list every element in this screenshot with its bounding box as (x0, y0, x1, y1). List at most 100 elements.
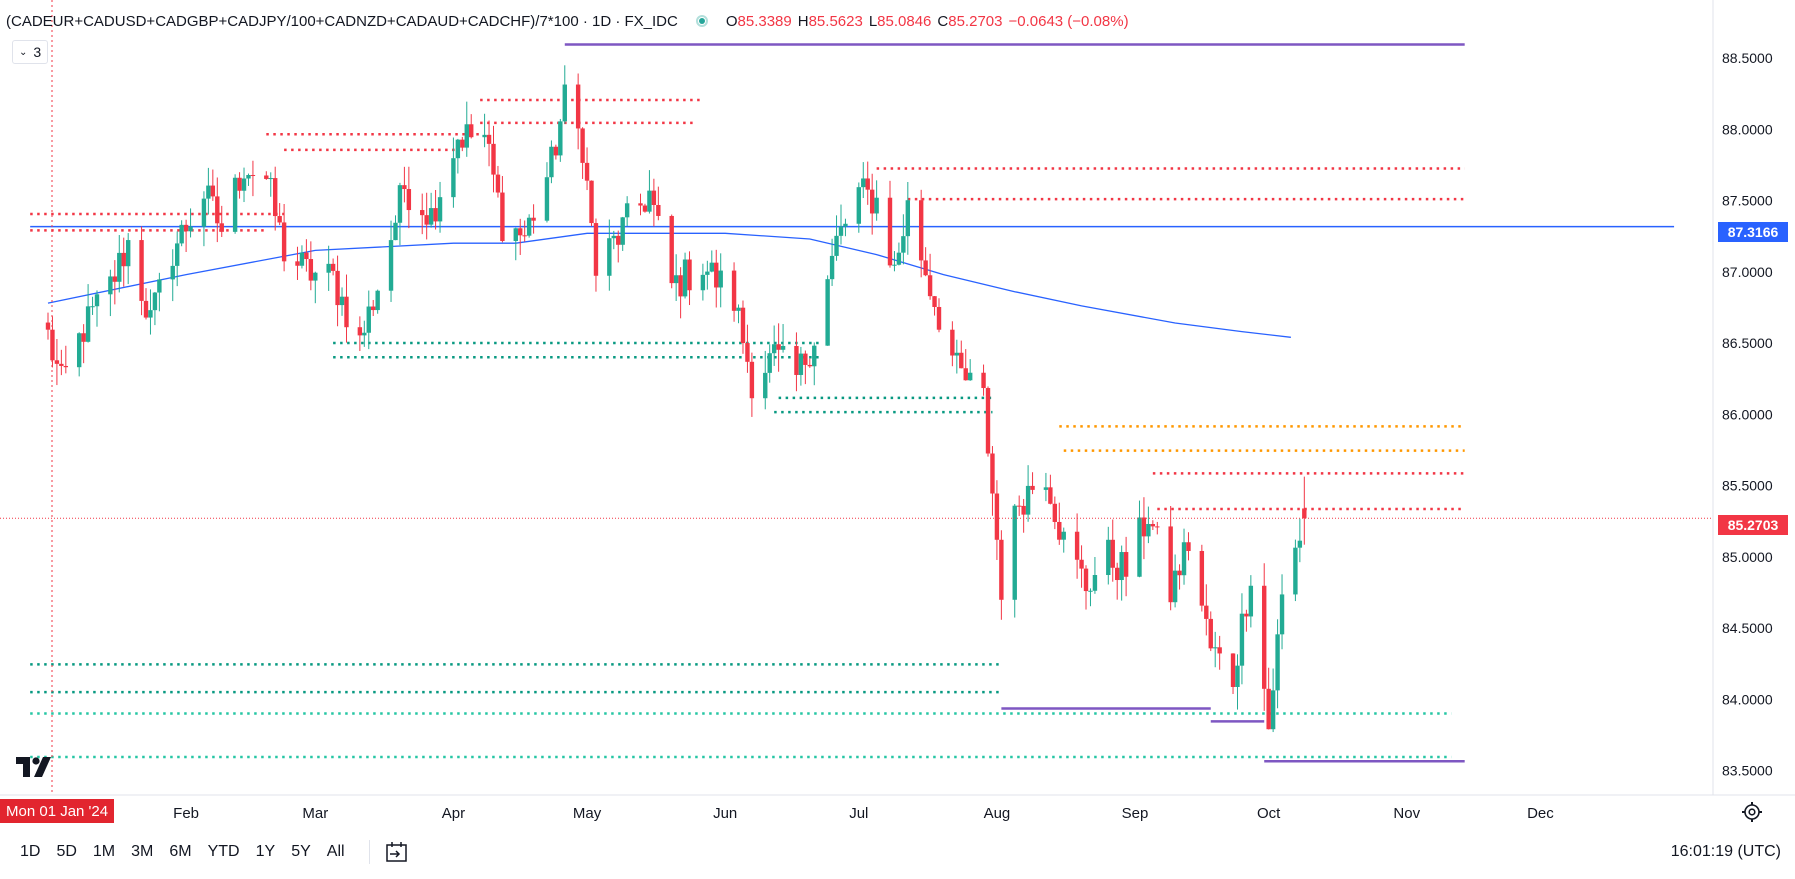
candle-body[interactable] (927, 275, 933, 297)
candle-body[interactable] (531, 217, 536, 221)
candle-body[interactable] (90, 306, 95, 308)
candle-body[interactable] (157, 279, 162, 293)
candle-body[interactable] (812, 345, 817, 367)
candle-body[interactable] (825, 279, 830, 346)
range-button-1m[interactable]: 1M (92, 843, 116, 860)
candle-body[interactable] (611, 235, 616, 239)
candle-body[interactable] (210, 185, 216, 197)
candle-body[interactable] (183, 224, 189, 232)
candle-body[interactable] (950, 329, 955, 356)
candle-body[interactable] (745, 343, 750, 362)
candle-body[interactable] (486, 134, 492, 144)
candle-body[interactable] (794, 345, 799, 375)
candle-body[interactable] (705, 271, 710, 275)
candle-body[interactable] (736, 307, 741, 311)
candle-body[interactable] (1150, 523, 1156, 527)
candle-body[interactable] (522, 235, 527, 237)
candle-body[interactable] (718, 270, 723, 288)
candle-body[interactable] (967, 372, 973, 381)
candle-body[interactable] (206, 185, 211, 199)
candle-body[interactable] (308, 259, 314, 281)
candle-body[interactable] (45, 322, 51, 330)
candle-body[interactable] (544, 177, 550, 221)
candle-body[interactable] (495, 174, 501, 193)
candle-body[interactable] (575, 84, 581, 129)
candle-body[interactable] (656, 204, 661, 216)
candle-body[interactable] (433, 208, 438, 222)
candle-body[interactable] (861, 178, 866, 188)
candle-body[interactable] (1199, 550, 1205, 606)
candle-body[interactable] (299, 252, 305, 266)
candle-body[interactable] (553, 146, 559, 156)
candle-body[interactable] (139, 240, 144, 301)
candle-body[interactable] (1119, 552, 1124, 581)
candle-body[interactable] (994, 493, 1000, 540)
candle-body[interactable] (357, 327, 363, 336)
candle-body[interactable] (375, 290, 380, 311)
candle-body[interactable] (1235, 665, 1240, 687)
candle-body[interactable] (562, 84, 567, 122)
candle-body[interactable] (366, 306, 371, 333)
candle-body[interactable] (673, 275, 679, 284)
range-button-1y[interactable]: 1Y (255, 843, 276, 860)
gear-icon[interactable] (1740, 800, 1764, 824)
candle-body[interactable] (121, 252, 126, 267)
candle-body[interactable] (1021, 505, 1026, 515)
candle-body[interactable] (896, 252, 902, 265)
candle-body[interactable] (304, 252, 309, 260)
candle-body[interactable] (1302, 508, 1307, 519)
candle-body[interactable] (905, 200, 911, 237)
candle-body[interactable] (1137, 517, 1142, 577)
candle-body[interactable] (1079, 559, 1084, 569)
candle-body[interactable] (1052, 503, 1058, 522)
candle-body[interactable] (76, 333, 82, 368)
range-button-6m[interactable]: 6M (169, 843, 192, 860)
candle-body[interactable] (451, 158, 456, 198)
candle-body[interactable] (152, 292, 158, 311)
candle-body[interactable] (339, 296, 345, 306)
candle-body[interactable] (264, 175, 269, 179)
candle-body[interactable] (1172, 570, 1178, 603)
candle-body[interactable] (990, 453, 995, 494)
candle-body[interactable] (362, 332, 367, 336)
range-button-ytd[interactable]: YTD (207, 843, 240, 860)
candle-body[interactable] (963, 368, 968, 381)
candle-body[interactable] (232, 177, 238, 232)
candle-body[interactable] (428, 208, 434, 225)
candle-body[interactable] (874, 197, 879, 214)
candle-body[interactable] (174, 243, 180, 266)
candle-body[interactable] (420, 210, 425, 216)
candle-body[interactable] (170, 265, 175, 280)
candle-body[interactable] (295, 261, 300, 266)
candle-body[interactable] (277, 216, 282, 223)
candle-body[interactable] (1092, 575, 1098, 591)
candle-body[interactable] (460, 139, 465, 148)
candle-body[interactable] (981, 372, 986, 389)
candle-body[interactable] (273, 178, 278, 217)
range-button-3m[interactable]: 3M (131, 843, 154, 860)
indicators-toggle[interactable]: ⌄ 3 (12, 40, 49, 64)
candle-body[interactable] (838, 226, 844, 236)
candle-body[interactable] (1262, 585, 1267, 689)
candle-body[interactable] (1141, 517, 1147, 537)
candle-body[interactable] (241, 178, 247, 191)
candle-body[interactable] (549, 146, 554, 178)
candle-body[interactable] (624, 203, 630, 218)
candle-body[interactable] (59, 363, 64, 366)
candle-body[interactable] (1012, 505, 1017, 600)
candle-body[interactable] (1177, 570, 1182, 576)
candle-body[interactable] (807, 364, 813, 367)
candle-body[interactable] (1115, 567, 1120, 581)
candle-body[interactable] (607, 238, 612, 276)
candle-body[interactable] (455, 139, 461, 159)
candle-body[interactable] (740, 307, 746, 344)
candle-body[interactable] (1181, 542, 1187, 576)
candle-body[interactable] (281, 222, 287, 262)
candle-body[interactable] (1048, 487, 1053, 504)
candle-body[interactable] (81, 333, 86, 342)
candle-body[interactable] (620, 217, 625, 245)
candle-body[interactable] (1279, 594, 1285, 635)
candle-body[interactable] (1057, 521, 1062, 540)
candle-body[interactable] (1275, 634, 1280, 691)
